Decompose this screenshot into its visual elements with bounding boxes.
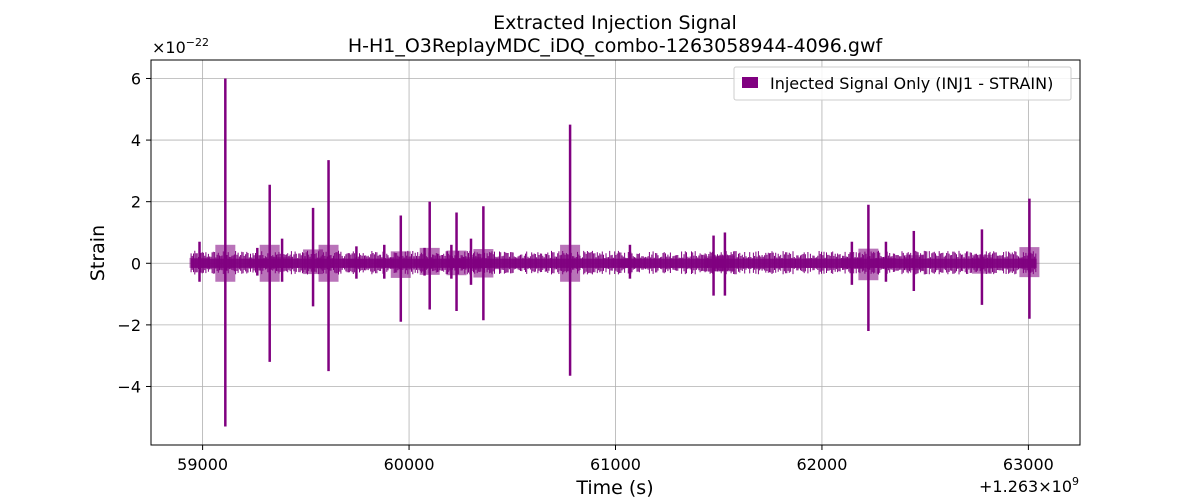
series-spike-ringing [374,258,395,268]
series-spike-ringing [619,258,640,268]
series-spike-ringing [875,257,896,268]
x-tick-label: 63000 [1003,455,1054,474]
y-tick-label: 0 [131,254,141,273]
y-tick-label: 2 [131,193,141,212]
series-spike-ringing [714,255,735,272]
x-axis-label: Time (s) [575,477,653,499]
series-spike-ringing [247,259,268,267]
series-spike-ringing [272,257,293,268]
series-spike-ringing [215,244,236,282]
y-tick-label: 4 [131,131,141,150]
series-spike-ringing [390,251,411,278]
axis-ticks: 59000 60000 61000 62000 63000 −4 −2 0 2 4 6 [117,69,1053,474]
series-spike-ringing [971,254,992,274]
chart-subtitle: H-H1_O3ReplayMDC_iDQ_combo-1263058944-40… [348,35,884,57]
plot-area [189,78,1040,427]
series-spike-ringing [903,255,924,271]
legend-label: Injected Signal Only (INJ1 - STRAIN) [770,74,1053,93]
x-tick-label: 60000 [384,455,435,474]
series-spike-ringing [841,257,862,269]
series-spike-ringing [460,257,481,269]
legend-swatch [742,77,758,88]
legend-box [733,66,1072,101]
series-spike-ringing [303,249,324,275]
legend: Injected Signal Only (INJ1 - STRAIN) [733,66,1072,101]
x-tick-label: 59000 [177,455,228,474]
series-spike-ringing [419,247,440,275]
x-tick-label: 61000 [590,455,641,474]
y-axis-label: Strain [87,225,109,281]
y-tick-label: −4 [117,377,141,396]
y-tick-label: 6 [131,69,141,88]
series-spike-ringing [259,244,280,282]
x-tick-label: 62000 [796,455,847,474]
series-spike-ringing [858,248,879,281]
y-scale-text: ×10−22 [152,36,209,57]
series-spike-ringing [446,250,467,276]
series-spike-ringing [189,257,210,268]
series-spike-ringing [318,244,339,282]
series-spike-ringing [1019,247,1040,278]
series-spike-ringing [473,249,494,278]
x-offset-text: +1.263×109 [979,475,1079,496]
y-tick-label: −2 [117,316,141,335]
chart-title: Extracted Injection Signal [493,12,737,34]
series-spike-ringing [560,244,581,282]
series-spike-ringing [346,259,367,268]
